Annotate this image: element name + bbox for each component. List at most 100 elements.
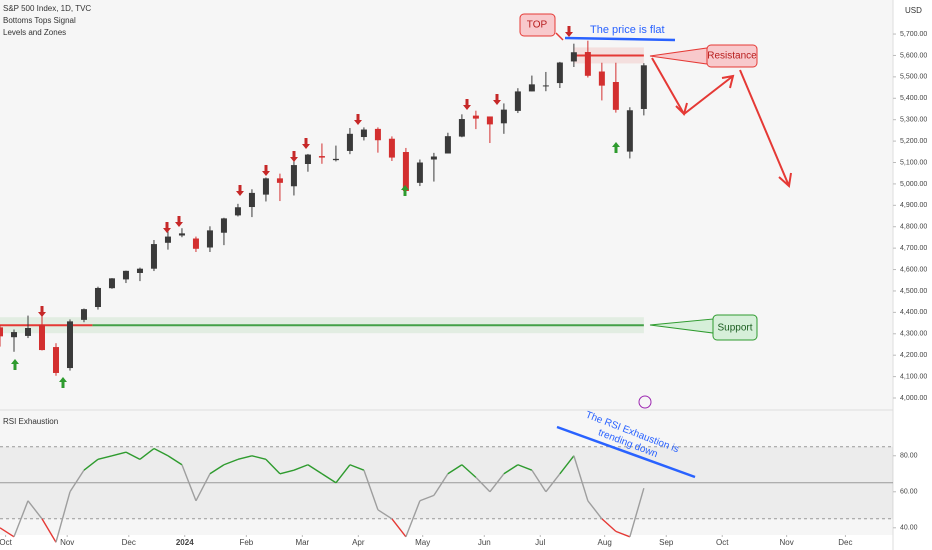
y-tick-label: 5,600.00 xyxy=(900,52,927,59)
y-tick-label: 60.00 xyxy=(900,489,918,496)
rsi-segment xyxy=(55,491,71,543)
candle-body xyxy=(640,65,647,109)
candle-body xyxy=(346,133,353,151)
rsi-segment xyxy=(433,473,449,496)
candle-body xyxy=(500,109,507,124)
rsi-segment xyxy=(475,476,491,493)
candle-body xyxy=(360,129,367,138)
candle-body xyxy=(178,233,185,236)
alert-icon[interactable] xyxy=(638,395,652,409)
candle-body xyxy=(66,321,73,369)
time-axis xyxy=(0,535,893,550)
projection xyxy=(739,69,790,187)
rsi-segment xyxy=(615,530,631,538)
resistance-box xyxy=(706,44,758,68)
candle-body xyxy=(248,192,255,208)
rsi-segment xyxy=(153,447,169,457)
rsi-segment xyxy=(97,455,113,461)
top-box xyxy=(519,13,556,37)
candle-body xyxy=(528,84,535,92)
x-tick-label: Apr xyxy=(352,538,365,547)
chart-title: S&P 500 Index, 1D, TVC xyxy=(3,4,91,13)
rsi-segment xyxy=(321,473,337,484)
rsi-segment xyxy=(307,464,323,475)
candle-body xyxy=(38,324,45,351)
x-tick-label: 2024 xyxy=(176,538,194,547)
candle-body xyxy=(584,52,591,76)
candle-body xyxy=(514,91,521,111)
rsi-segment xyxy=(461,464,477,478)
candle-body xyxy=(416,162,423,183)
candle-body xyxy=(430,156,437,160)
rsi-segment xyxy=(391,518,407,538)
candle-body xyxy=(108,278,115,289)
x-tick-label: Aug xyxy=(598,538,612,547)
support-label: Support xyxy=(717,323,752,334)
marks: 4,000.00 4,100.00 4,200.00 4,300.00 4,400.00… xyxy=(0,31,927,547)
candle-body xyxy=(150,244,157,269)
candle-body xyxy=(52,347,59,373)
candle-body xyxy=(402,152,409,191)
rsi-segment xyxy=(601,518,617,532)
rsi-segment xyxy=(0,527,15,538)
y-tick-label: 5,200.00 xyxy=(900,138,927,145)
rsi-segment xyxy=(125,451,141,460)
rsi-segment xyxy=(41,518,57,543)
x-tick-label: Mar xyxy=(295,538,309,547)
rsi-segment xyxy=(279,469,295,475)
y-tick-label: 4,200.00 xyxy=(900,352,927,359)
y-tick-label: 4,700.00 xyxy=(900,245,927,252)
rsi-segment xyxy=(503,464,519,475)
price-axis xyxy=(893,0,932,550)
rsi-segment xyxy=(83,458,99,471)
y-tick-label: 4,500.00 xyxy=(900,288,927,295)
y-tick-label: 4,400.00 xyxy=(900,309,927,316)
y-tick-label: 5,000.00 xyxy=(900,181,927,188)
candle-body xyxy=(570,52,577,62)
candle-body xyxy=(444,136,451,154)
rsi-segment xyxy=(265,458,281,475)
rsi-segment xyxy=(209,464,225,475)
rsi-segment xyxy=(293,464,309,471)
candle-body xyxy=(458,119,465,137)
y-tick-label: 4,100.00 xyxy=(900,373,927,380)
y-tick-label: 5,300.00 xyxy=(900,117,927,124)
rsi-segment xyxy=(223,458,239,466)
arrowhead xyxy=(721,74,735,89)
x-tick-label: Nov xyxy=(780,538,794,547)
candle-body xyxy=(0,327,3,337)
rsi-segment xyxy=(517,464,533,471)
candle-body xyxy=(206,230,213,248)
rsi-segment xyxy=(405,500,421,538)
x-tick-label: Nov xyxy=(60,538,74,547)
x-tick-label: Oct xyxy=(716,538,729,547)
x-tick-label: Feb xyxy=(239,538,253,547)
candle-body xyxy=(332,158,339,161)
rsi-segment xyxy=(447,464,463,475)
rsi-segment xyxy=(629,487,645,537)
support-box xyxy=(712,314,758,341)
candle-body xyxy=(122,270,129,280)
y-tick-label: 5,100.00 xyxy=(900,159,927,166)
y-tick-label: 4,900.00 xyxy=(900,202,927,209)
candle-body xyxy=(80,309,87,320)
rsi-trend-line xyxy=(556,425,696,479)
y-tick-label: 4,600.00 xyxy=(900,266,927,273)
rsi-segment xyxy=(139,448,155,460)
pane-title: RSI Exhaustion xyxy=(3,417,58,426)
rsi-segment xyxy=(489,473,505,493)
candle-body xyxy=(94,287,101,308)
candle-body xyxy=(262,178,269,195)
candle-body xyxy=(304,154,311,164)
candle-body xyxy=(136,268,143,273)
candle-body xyxy=(598,71,605,86)
y-tick-label: 4,000.00 xyxy=(900,395,927,402)
resistance-label: Resistance xyxy=(707,51,757,62)
x-tick-label: Dec xyxy=(122,538,136,547)
arrowhead xyxy=(675,102,688,116)
y-tick-label: 5,400.00 xyxy=(900,95,927,102)
candle-body xyxy=(290,165,297,187)
candle-body xyxy=(10,332,17,338)
y-tick-label: 5,700.00 xyxy=(900,31,927,38)
